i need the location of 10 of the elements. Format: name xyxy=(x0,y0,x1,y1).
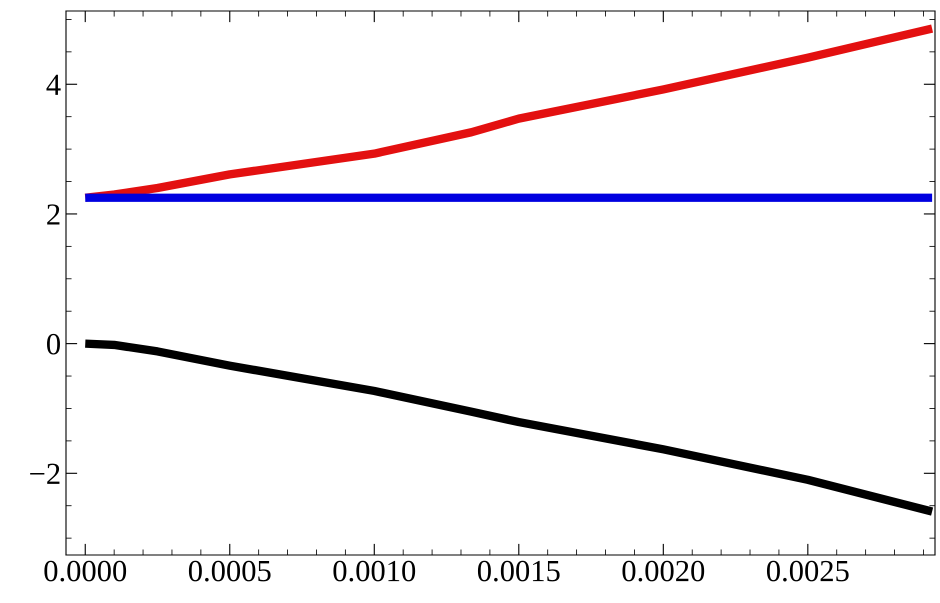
y-tick-label: 0 xyxy=(47,334,60,355)
y-tick-label: 4 xyxy=(46,74,61,95)
x-tick-label: 0.0025 xyxy=(766,560,849,582)
x-tick-label: 0.0010 xyxy=(333,560,416,582)
y-tick-label: 2 xyxy=(47,204,60,225)
x-tick-label: 0.0015 xyxy=(478,560,560,582)
x-tick-label: 0.0020 xyxy=(622,560,704,582)
x-tick-label: 0.0005 xyxy=(188,560,271,582)
x-tick-label: 0.0000 xyxy=(44,560,126,582)
y-tick-label: −2 xyxy=(30,464,60,484)
